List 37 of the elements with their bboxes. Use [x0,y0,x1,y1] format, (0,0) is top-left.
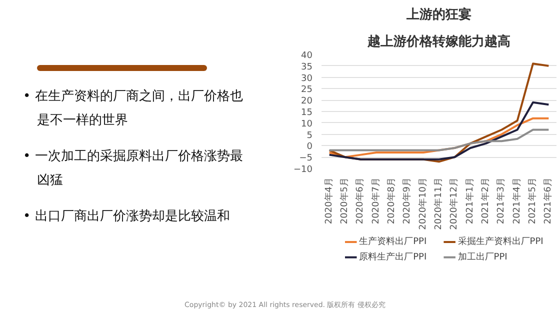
legend-label: 原料生产出厂PPI [359,251,427,262]
y-tick-label: −5 [299,154,313,164]
line-series [328,101,550,160]
x-tick-label: 2020年12月 [448,177,460,230]
x-tick-label: 2020年10月 [417,177,428,230]
legend-label: 采掘生产资料出厂PPI [458,236,544,248]
y-tick-label: −10 [294,165,313,175]
chart-title: 上游的狂宴 [406,6,472,22]
y-tick-label: 35 [301,62,312,72]
x-tick-label: 2021年4月 [511,177,522,224]
y-tick-label: 10 [301,119,313,130]
text: • 在生产资料的厂商之间，出厂价格也是不一样的世界 [23,88,244,130]
y-tick-label: 30 [301,74,313,84]
y-tick-label: 5 [306,130,313,141]
x-tick-label: 2020年5月 [339,177,350,224]
legend-label: 生产资料出厂PPI [359,236,427,248]
x-tick-label: 2020年6月 [354,177,366,224]
legend-label: 加工出厂PPI [458,251,508,262]
x-tick-label: 2021年2月 [480,177,491,224]
x-tick-label: 2021年3月 [496,177,507,224]
y-tick-label: 25 [301,85,312,96]
x-tick-label: 2020年9月 [402,177,413,224]
y-tick-label: 40 [301,51,313,61]
y-tick-label: 15 [301,108,312,118]
line-series [328,128,550,152]
x-tick-label: 2020年11月 [433,177,444,230]
x-tick-label: 2021年6月 [542,177,554,224]
x-tick-label: 2021年5月 [527,177,538,224]
text: • 出口厂商出厂价涨势却是比较温和 [23,208,231,226]
x-tick-label: 2020年8月 [386,177,397,224]
x-tick-label: 2021年1月 [464,177,476,224]
y-tick-label: 20 [301,96,313,107]
x-tick-label: 2020年4月 [323,177,334,224]
chart-subtitle: 越上游价格转嫁能力越高 [366,34,510,50]
x-tick-label: 2020年7月 [370,177,382,224]
text: • 一次加工的采掘原料出厂价格涨势最凶猛 [23,148,244,190]
y-tick-label: 0 [306,142,313,152]
